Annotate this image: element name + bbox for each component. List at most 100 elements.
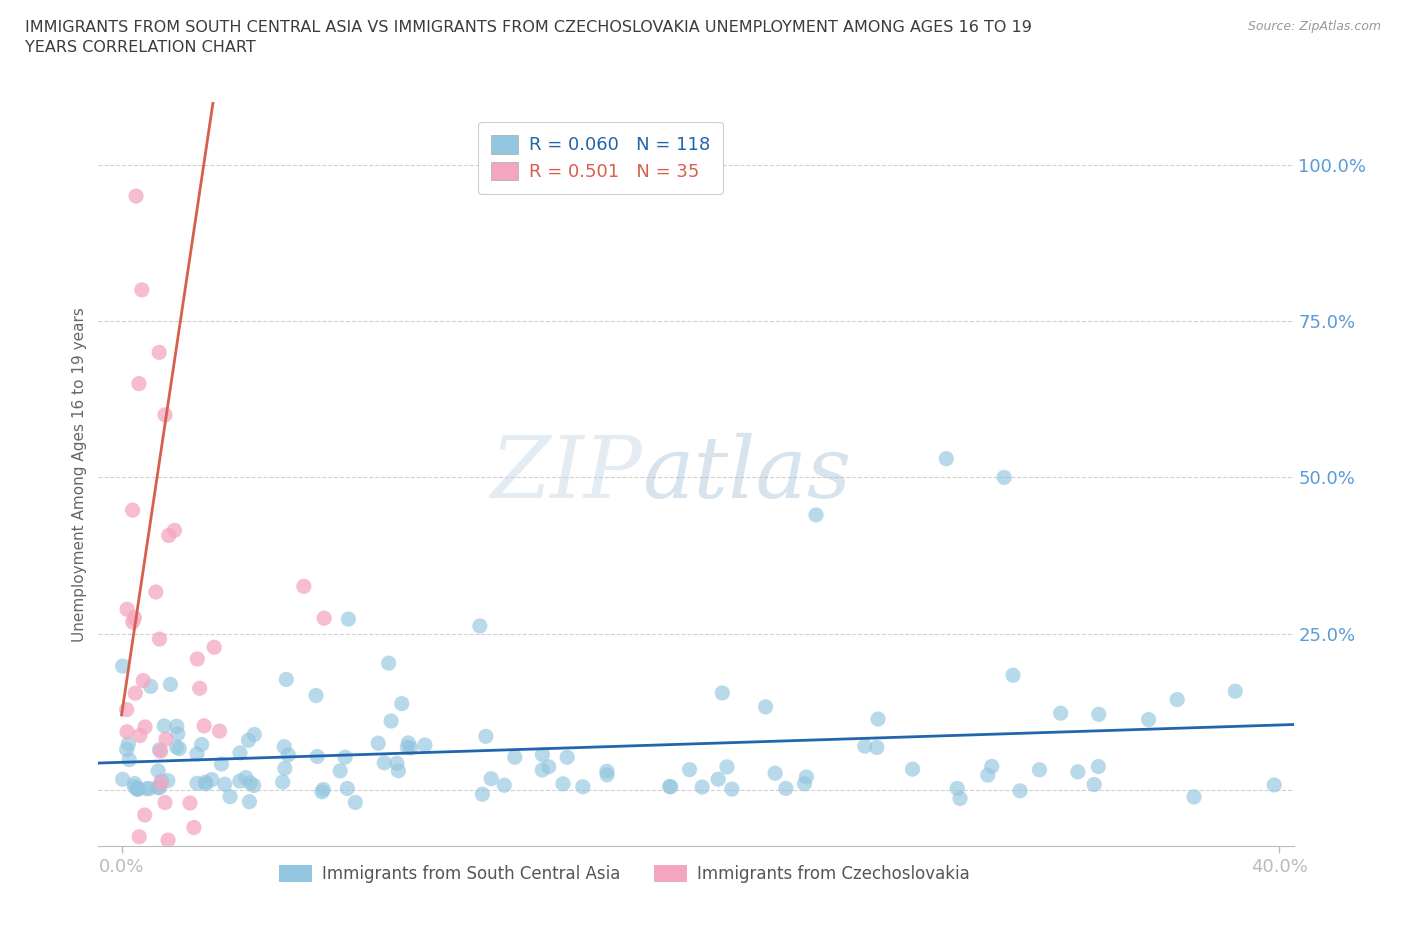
Point [149,744,172,759]
Point [494,777,516,792]
Point [208,724,231,738]
Point [159,677,181,692]
Point [214,777,236,791]
Point [156,773,179,788]
Point [1263,777,1285,792]
Point [475,729,498,744]
Point [276,672,298,687]
Point [537,760,560,775]
Point [195,777,218,791]
Point [124,777,146,791]
Point [385,756,408,771]
Point [115,702,138,717]
Point [115,724,138,739]
Point [138,781,160,796]
Point [901,762,924,777]
Text: ZIP: ZIP [491,433,643,515]
Point [678,763,700,777]
Point [128,830,150,844]
Point [754,699,776,714]
Point [1182,790,1205,804]
Point [413,737,436,752]
Point [211,757,233,772]
Point [150,774,173,789]
Point [305,688,328,703]
Point [1225,684,1247,698]
Point [124,685,146,700]
Point [1067,764,1090,779]
Point [396,736,419,751]
Point [179,795,201,810]
Point [239,776,262,790]
Point [186,652,208,667]
Point [115,602,138,617]
Point [329,764,352,778]
Point [190,737,212,752]
Point [194,775,217,790]
Point [993,470,1015,485]
Point [127,781,149,796]
Point [980,759,1002,774]
Point [690,779,713,794]
Point [148,780,170,795]
Point [166,719,188,734]
Point [1008,783,1031,798]
Point [531,763,554,777]
Point [153,719,176,734]
Point [186,776,208,790]
Point [479,771,502,786]
Point [716,760,738,775]
Legend: Immigrants from South Central Asia, Immigrants from Czechoslovakia: Immigrants from South Central Asia, Immi… [270,857,979,892]
Point [1049,706,1071,721]
Point [242,778,264,793]
Point [193,718,215,733]
Point [596,764,619,778]
Point [153,407,176,422]
Point [146,780,169,795]
Point [183,820,205,835]
Point [793,777,815,791]
Point [148,345,170,360]
Point [146,764,169,778]
Point [337,612,360,627]
Point [935,451,957,466]
Point [292,578,315,593]
Point [307,749,329,764]
Point [117,737,139,751]
Point [135,781,157,796]
Point [1002,668,1025,683]
Point [659,779,682,794]
Point [124,779,146,794]
Point [399,740,422,755]
Point [111,772,134,787]
Point [1087,707,1109,722]
Point [271,775,294,790]
Point [150,776,173,790]
Point [503,750,526,764]
Point [711,685,734,700]
Point [707,772,730,787]
Point [273,739,295,754]
Point [157,832,180,847]
Point [202,640,225,655]
Text: Source: ZipAtlas.com: Source: ZipAtlas.com [1247,20,1381,33]
Point [132,673,155,688]
Point [336,781,359,796]
Point [471,787,494,802]
Point [866,711,889,726]
Point [229,746,252,761]
Point [155,732,177,747]
Point [238,794,260,809]
Point [274,761,297,776]
Point [277,748,299,763]
Point [125,189,148,204]
Point [468,618,491,633]
Point [387,764,409,778]
Point [333,750,356,764]
Text: IMMIGRANTS FROM SOUTH CENTRAL ASIA VS IMMIGRANTS FROM CZECHOSLOVAKIA UNEMPLOYMEN: IMMIGRANTS FROM SOUTH CENTRAL ASIA VS IM… [25,20,1032,35]
Point [139,679,162,694]
Point [238,733,260,748]
Point [243,727,266,742]
Point [124,610,146,625]
Point [311,784,333,799]
